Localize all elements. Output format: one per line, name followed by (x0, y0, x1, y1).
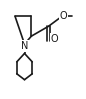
Text: N: N (21, 41, 28, 51)
Text: O: O (59, 11, 67, 21)
Text: O: O (51, 34, 58, 44)
